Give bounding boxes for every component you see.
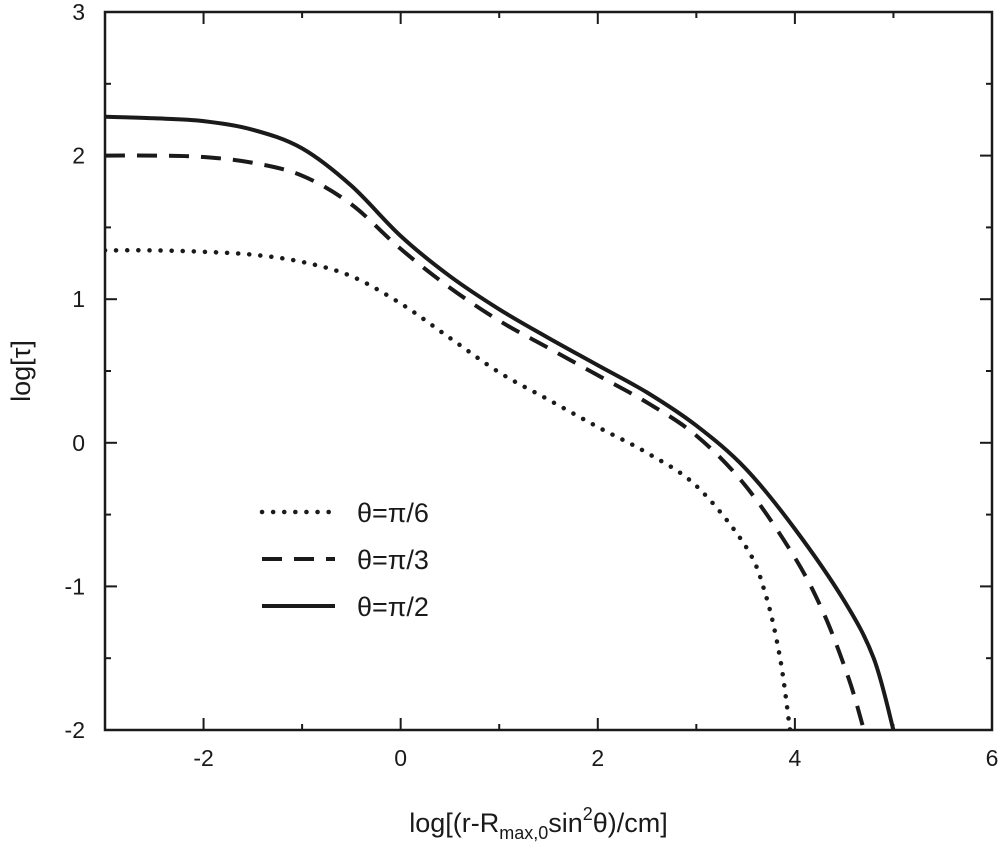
- x-tick-label: 6: [986, 745, 999, 771]
- x-axis-title-part: log[(r-R: [409, 808, 499, 838]
- legend-label-2: θ=π/3: [357, 545, 429, 575]
- y-tick-label: -2: [65, 717, 85, 743]
- legend-label-3: θ=π/2: [357, 592, 429, 622]
- legend-label-1: θ=π/6: [357, 498, 429, 528]
- x-axis-title-part: θ)/cm]: [593, 808, 668, 838]
- y-tick-label: -1: [65, 573, 85, 599]
- series-line-1: [105, 248, 793, 730]
- y-tick-label: 3: [72, 0, 85, 25]
- series-layer: [105, 114, 896, 730]
- x-tick-label: 2: [591, 745, 604, 771]
- x-axis-title-part: sin: [548, 808, 583, 838]
- series-line-2: [105, 153, 866, 730]
- ticks-layer: -2 0 2 4 6 -2 -1 0 1 2 3: [65, 0, 999, 771]
- x-tick-label: -2: [193, 745, 213, 771]
- x-tick-label: 0: [394, 745, 407, 771]
- y-tick-label: 0: [72, 430, 85, 456]
- x-axis-title-part: max,0: [499, 823, 548, 843]
- y-tick-label: 1: [72, 286, 85, 312]
- x-axis-title-part: 2: [583, 804, 593, 824]
- y-axis-title: log[τ]: [6, 340, 36, 402]
- legend: θ=π/6 θ=π/3 θ=π/2: [259, 498, 429, 622]
- x-axis-title: log[(r-Rmax,0sin2θ)/cm]: [409, 804, 668, 843]
- y-tick-label: 2: [72, 143, 85, 169]
- series-line-3: [105, 114, 896, 730]
- x-tick-label: 4: [788, 745, 801, 771]
